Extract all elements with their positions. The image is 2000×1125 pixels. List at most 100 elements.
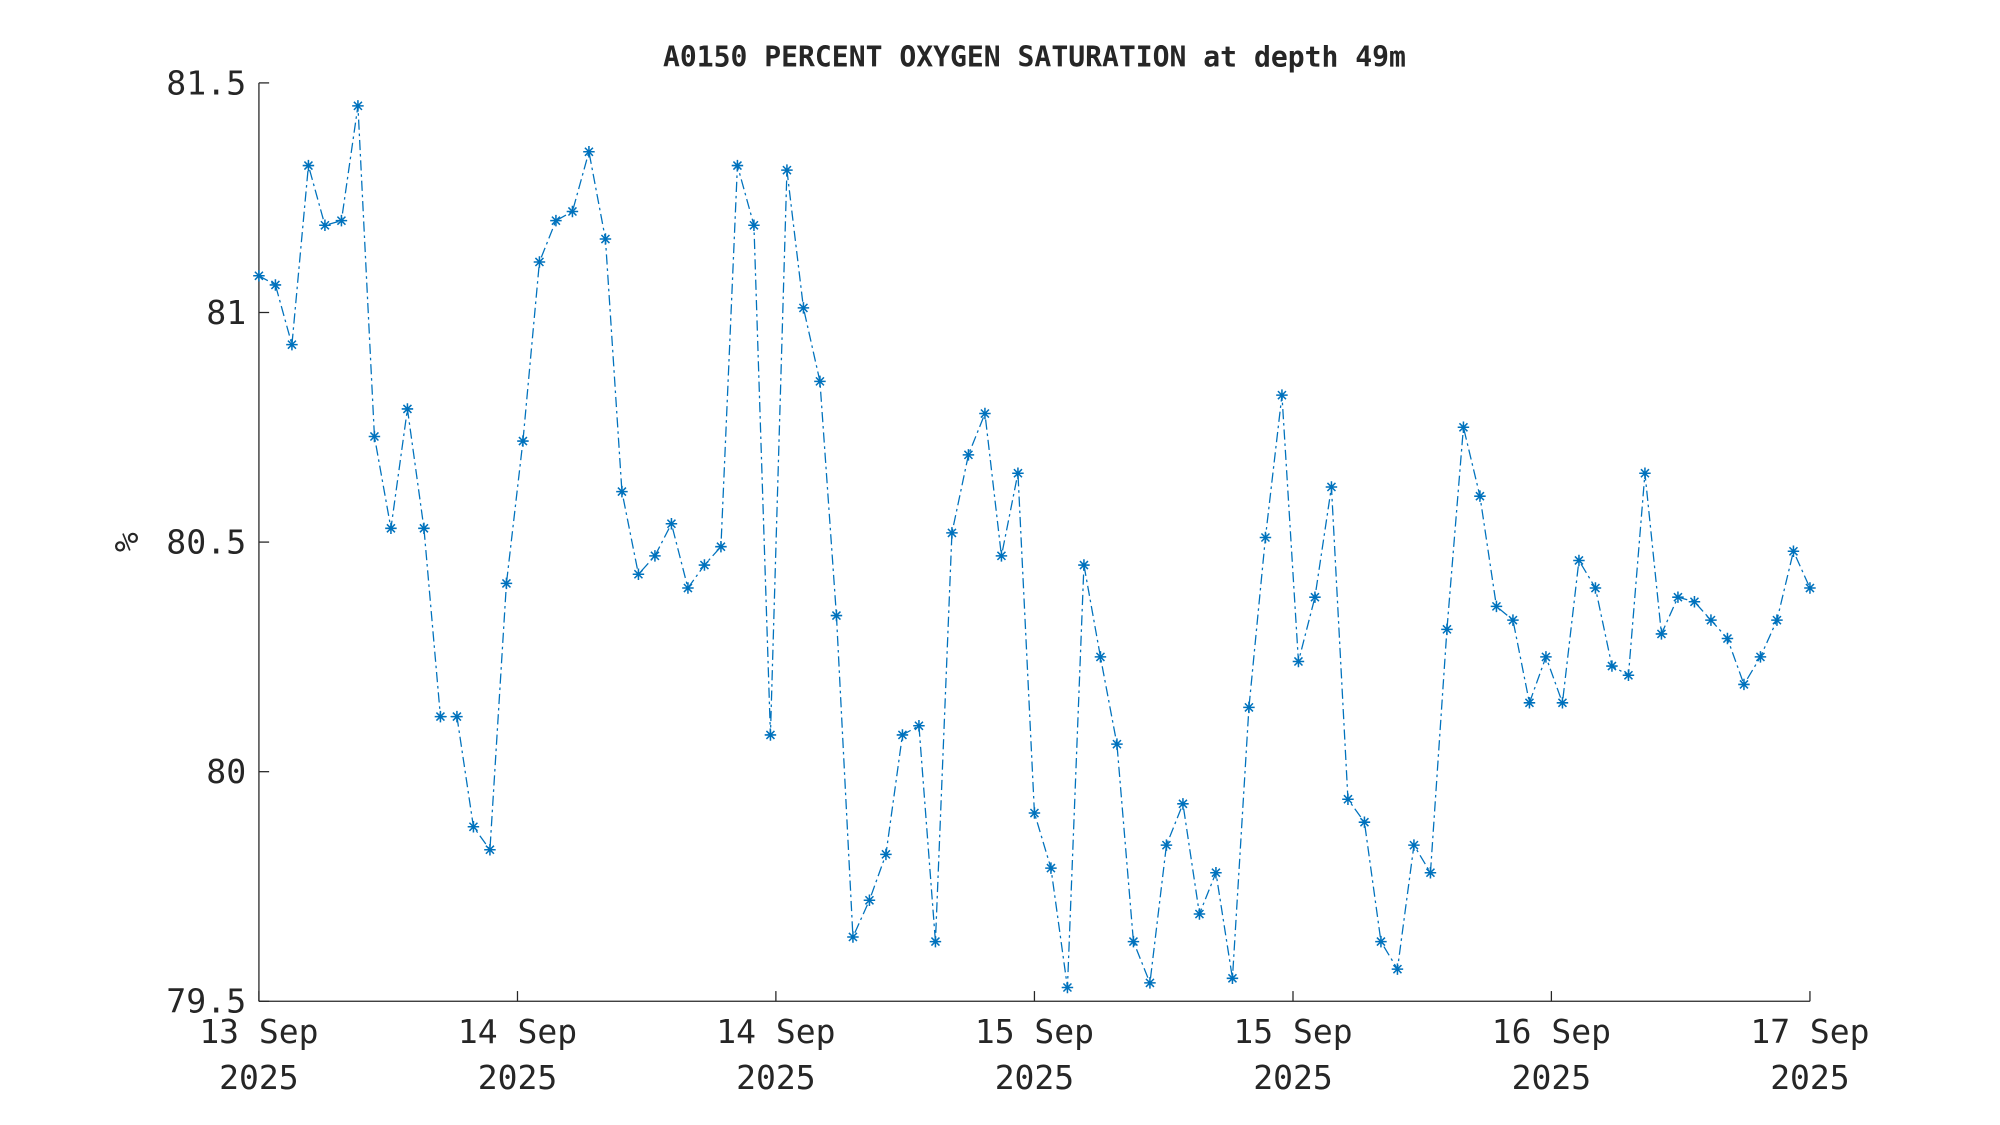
x-tick-label: 17 Sep 2025 [1750, 1011, 1870, 1097]
marker [1028, 807, 1041, 819]
marker [715, 540, 727, 553]
marker [1292, 655, 1305, 668]
y-tick-label: 81 [206, 293, 246, 332]
line [258, 105, 1811, 988]
marker [1738, 678, 1750, 691]
marker [1061, 981, 1074, 994]
marker [1276, 389, 1288, 401]
marker [880, 848, 892, 861]
marker [814, 375, 826, 388]
marker [517, 435, 529, 447]
marker [1589, 582, 1602, 594]
marker [781, 164, 793, 176]
marker [1441, 623, 1453, 636]
marker [451, 710, 463, 723]
marker [698, 559, 711, 571]
marker [1127, 935, 1140, 948]
marker [385, 522, 397, 535]
marker [1754, 651, 1767, 663]
x-tick-label: 15 Sep 2025 [1233, 1011, 1353, 1097]
marker [253, 270, 265, 282]
marker [1226, 972, 1239, 985]
marker [1177, 798, 1189, 810]
marker [632, 568, 645, 580]
marker [1078, 559, 1090, 571]
marker [1457, 421, 1470, 434]
chart-title: A0150 PERCENT OXYGEN SATURATION at depth… [663, 40, 1406, 73]
marker [1688, 596, 1701, 608]
marker [797, 302, 810, 314]
marker [269, 279, 282, 291]
marker [1573, 554, 1585, 567]
marker [1111, 738, 1123, 750]
marker [335, 214, 348, 227]
marker [319, 219, 331, 231]
marker [863, 894, 876, 906]
marker [682, 582, 694, 594]
marker [1045, 862, 1057, 874]
marker [1804, 582, 1816, 594]
y-axis-label: % [107, 532, 146, 552]
marker [1507, 614, 1519, 626]
marker [1490, 600, 1503, 613]
marker [946, 527, 958, 539]
marker [1342, 793, 1354, 805]
marker [1540, 651, 1552, 663]
marker [286, 338, 298, 351]
marker [1094, 651, 1107, 663]
marker [1259, 531, 1272, 544]
marker [1408, 839, 1420, 851]
marker [979, 407, 991, 420]
marker [731, 159, 744, 172]
marker [484, 844, 496, 856]
marker [1556, 697, 1569, 709]
marker [649, 550, 661, 562]
y-tick-label: 80.5 [166, 523, 246, 562]
y-tick-label: 80 [206, 752, 246, 791]
marker [467, 821, 480, 833]
marker [1655, 628, 1668, 640]
marker [896, 729, 909, 741]
marker [913, 720, 925, 732]
x-tick-label: 13 Sep 2025 [199, 1011, 319, 1097]
marker [1606, 660, 1618, 672]
marker [1375, 935, 1387, 948]
marker [434, 710, 447, 723]
marker [1787, 545, 1800, 558]
marker [1144, 977, 1156, 989]
marker [550, 214, 562, 227]
marker [1243, 701, 1255, 714]
marker [1622, 669, 1635, 681]
marker [764, 729, 777, 741]
y-tick-label: 81.5 [166, 63, 246, 102]
x-tick-label: 14 Sep 2025 [716, 1011, 836, 1097]
marker [368, 430, 381, 443]
marker [1771, 614, 1783, 626]
marker [1358, 816, 1371, 828]
marker [1325, 481, 1338, 493]
marker [847, 931, 859, 943]
marker [566, 205, 579, 218]
marker [830, 609, 843, 622]
marker [302, 159, 315, 172]
marker [929, 935, 942, 948]
marker [962, 449, 975, 461]
marker [1193, 908, 1206, 920]
marker [401, 403, 414, 415]
marker [665, 517, 678, 530]
marker [1160, 839, 1173, 851]
marker [1210, 866, 1222, 879]
marker [599, 233, 612, 245]
marker [1672, 591, 1684, 603]
marker [748, 219, 760, 231]
marker [1391, 963, 1404, 975]
marker [583, 146, 595, 158]
marker [418, 522, 430, 535]
marker [1705, 614, 1717, 626]
marker [1309, 591, 1321, 603]
y-tick-label: 79.5 [166, 982, 246, 1021]
marker [1424, 866, 1437, 879]
x-tick-label: 14 Sep 2025 [457, 1011, 578, 1097]
